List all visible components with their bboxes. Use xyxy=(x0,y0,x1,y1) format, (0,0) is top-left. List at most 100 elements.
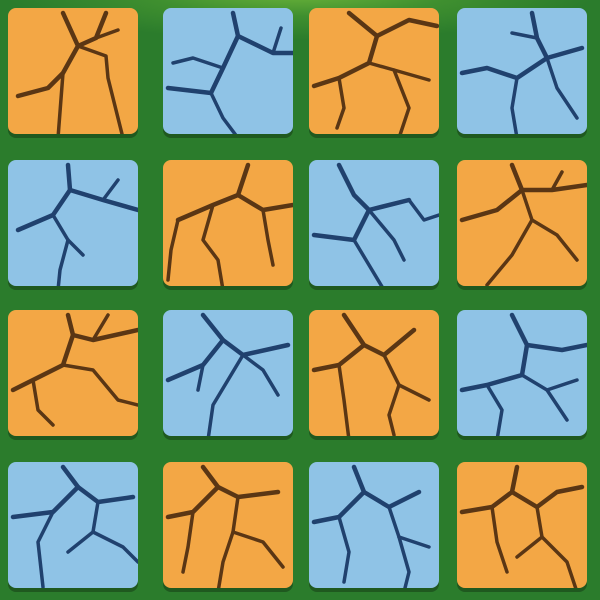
crack-line xyxy=(545,378,579,392)
tile-graphic xyxy=(163,160,293,290)
crack-line xyxy=(510,31,539,40)
crack-line xyxy=(175,162,251,223)
crack-lines xyxy=(166,162,293,286)
tile-blue-r0-c3[interactable] xyxy=(457,8,587,138)
tile-orange-r2-c0[interactable] xyxy=(8,310,138,440)
crack-lines xyxy=(311,10,439,134)
tile-blue-r0-c1[interactable] xyxy=(163,8,293,138)
crack-line xyxy=(509,162,587,193)
tile-orange-r0-c0[interactable] xyxy=(8,8,138,138)
crack-line xyxy=(15,162,73,233)
tile-graphic xyxy=(309,160,439,290)
tile-face xyxy=(457,8,587,134)
tile-graphic xyxy=(8,160,138,290)
tile-blue-r3-c2[interactable] xyxy=(309,462,439,592)
crack-line xyxy=(545,56,579,120)
tile-graphic xyxy=(457,462,587,592)
crack-lines xyxy=(15,162,138,286)
crack-lines xyxy=(165,464,285,588)
crack-lines xyxy=(459,162,587,286)
tile-blue-r1-c0[interactable] xyxy=(8,160,138,290)
tile-face xyxy=(309,310,439,436)
crack-line xyxy=(230,10,293,56)
crack-line xyxy=(60,464,136,505)
tile-orange-r2-c2[interactable] xyxy=(309,310,439,440)
tile-face xyxy=(309,8,439,134)
crack-line xyxy=(387,383,401,436)
crack-line xyxy=(166,218,180,282)
tile-face xyxy=(163,8,293,134)
tile-blue-r3-c0[interactable] xyxy=(8,462,138,592)
tile-blue-r2-c3[interactable] xyxy=(457,310,587,440)
crack-lines xyxy=(459,464,585,588)
tile-face xyxy=(457,160,587,286)
tile-graphic xyxy=(163,310,293,440)
crack-line xyxy=(336,162,412,213)
crack-line xyxy=(459,464,520,515)
crack-line xyxy=(171,56,225,70)
crack-line xyxy=(201,203,225,286)
tile-face xyxy=(309,160,439,286)
crack-line xyxy=(91,313,110,342)
tile-orange-r1-c3[interactable] xyxy=(457,160,587,290)
crack-line xyxy=(241,353,280,397)
crack-line xyxy=(387,505,411,588)
crack-line xyxy=(200,312,291,358)
tile-orange-r3-c3[interactable] xyxy=(457,462,587,592)
crack-line xyxy=(524,342,587,353)
crack-line xyxy=(335,76,346,130)
crack-line xyxy=(510,76,519,134)
tile-graphic xyxy=(309,462,439,592)
tile-graphic xyxy=(163,462,293,592)
crack-line xyxy=(209,91,240,134)
crack-lines xyxy=(165,10,293,134)
crack-line xyxy=(196,363,205,392)
tile-graphic xyxy=(8,8,138,138)
tile-graphic xyxy=(163,8,293,138)
tile-face xyxy=(8,160,138,286)
crack-line xyxy=(459,187,525,223)
crack-line xyxy=(165,33,241,96)
tile-orange-r0-c2[interactable] xyxy=(309,8,439,138)
crack-line xyxy=(261,208,275,267)
crack-lines xyxy=(10,312,138,427)
tile-face xyxy=(8,8,138,134)
crack-line xyxy=(231,530,285,569)
crack-line xyxy=(101,178,120,202)
crack-line xyxy=(509,484,585,510)
tile-face xyxy=(163,310,293,436)
tile-graphic xyxy=(457,310,587,440)
tile-graphic xyxy=(8,310,138,440)
tile-graphic xyxy=(8,462,138,592)
crack-line xyxy=(535,505,579,588)
tile-blue-r1-c2[interactable] xyxy=(309,160,439,290)
crack-lines xyxy=(459,312,587,436)
crack-line xyxy=(15,43,81,99)
tile-blue-r2-c1[interactable] xyxy=(163,310,293,440)
crack-line xyxy=(490,505,509,574)
crack-lines xyxy=(165,312,291,436)
crack-line xyxy=(56,71,65,134)
tile-orange-r3-c1[interactable] xyxy=(163,462,293,592)
crack-line xyxy=(459,55,550,81)
crack-line xyxy=(351,464,422,510)
crack-line xyxy=(91,530,138,564)
crack-line xyxy=(530,218,579,262)
crack-line xyxy=(367,208,406,262)
tile-graphic xyxy=(309,8,439,138)
crack-line xyxy=(392,68,431,82)
crack-line xyxy=(76,44,125,134)
crack-lines xyxy=(311,312,431,436)
crack-lines xyxy=(459,10,585,134)
tile-orange-r1-c1[interactable] xyxy=(163,160,293,290)
crack-line xyxy=(407,198,439,222)
crack-line xyxy=(352,238,386,286)
crack-line xyxy=(367,61,411,134)
crack-lines xyxy=(10,464,138,588)
crack-line xyxy=(206,353,245,436)
crack-line xyxy=(36,510,55,588)
crack-line xyxy=(31,378,55,427)
crack-line xyxy=(271,26,283,55)
crack-lines xyxy=(311,162,439,286)
tile-graphic xyxy=(457,160,587,290)
